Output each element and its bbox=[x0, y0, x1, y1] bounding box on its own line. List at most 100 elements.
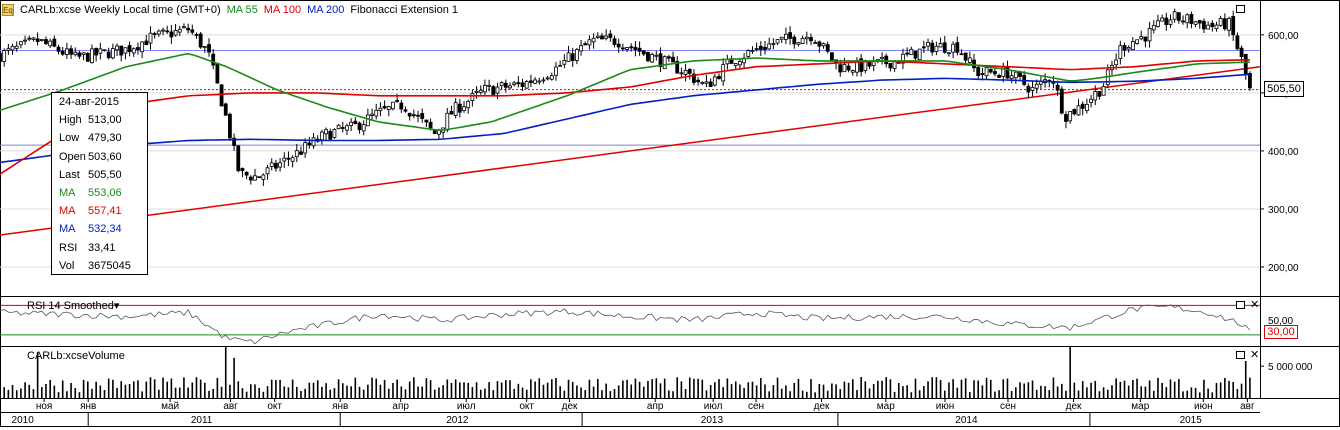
candle-body bbox=[169, 31, 174, 38]
volume-bar bbox=[1228, 380, 1230, 398]
candle-body bbox=[478, 89, 483, 93]
legend-ma100[interactable]: MA 100 bbox=[263, 4, 302, 16]
volume-bar bbox=[170, 378, 173, 398]
month-tick-label: апр bbox=[647, 401, 664, 412]
volume-bar bbox=[346, 385, 348, 398]
volume-bar bbox=[350, 386, 352, 398]
candle-body bbox=[566, 52, 571, 62]
candle-body bbox=[1068, 111, 1073, 122]
volume-bar bbox=[254, 384, 256, 398]
close-volume-pane-icon[interactable]: ✕ bbox=[1250, 349, 1260, 361]
volume-bar bbox=[1023, 383, 1025, 398]
volume-pane-label[interactable]: CARLb:xcseVolume bbox=[27, 350, 125, 362]
volume-bar bbox=[697, 378, 699, 398]
info-value: 505,50 bbox=[88, 168, 122, 181]
volume-bar bbox=[764, 384, 766, 398]
info-key: High bbox=[59, 114, 82, 127]
volume-bar bbox=[1232, 382, 1234, 398]
price-tick-label: 300,00 bbox=[1268, 205, 1299, 216]
candle-body bbox=[106, 51, 111, 59]
volume-bar bbox=[856, 390, 858, 398]
candle-body bbox=[758, 45, 763, 50]
volume-bar bbox=[266, 386, 269, 398]
volume-bar bbox=[204, 382, 206, 398]
candle-body bbox=[161, 29, 165, 32]
volume-bar bbox=[1031, 380, 1034, 398]
volume-bar bbox=[563, 390, 566, 398]
volume-bar bbox=[74, 388, 77, 398]
volume-bar bbox=[1144, 386, 1147, 398]
legend-ma200[interactable]: MA 200 bbox=[307, 4, 345, 16]
legend-fibonacci[interactable]: Fibonacci Extension 1 bbox=[350, 4, 459, 16]
instrument-icon[interactable]: Eq bbox=[2, 4, 14, 16]
candle-body bbox=[708, 81, 713, 87]
volume-bar bbox=[1094, 380, 1097, 398]
candle-body bbox=[846, 65, 851, 71]
volume-bar bbox=[1203, 379, 1205, 398]
volume-bar bbox=[638, 381, 641, 398]
maximize-volume-pane-button[interactable] bbox=[1236, 351, 1245, 359]
candle-body bbox=[282, 157, 287, 162]
month-tick-label: июн bbox=[936, 401, 955, 412]
volume-bar bbox=[730, 384, 733, 398]
volume-bar bbox=[889, 379, 892, 398]
candle-body bbox=[529, 80, 533, 83]
volume-bar bbox=[789, 391, 791, 398]
month-tick-label: авг bbox=[1240, 401, 1255, 412]
rsi-pane-label[interactable]: RSI 14 Smoothed▾ bbox=[27, 300, 120, 312]
candle-body bbox=[1176, 12, 1181, 21]
candle-body bbox=[399, 102, 404, 110]
symbol-title[interactable]: CARLb:xcse Weekly Local time (GMT+0) bbox=[20, 4, 221, 16]
volume-bar bbox=[722, 387, 724, 398]
candle-body bbox=[173, 30, 178, 36]
close-rsi-pane-icon[interactable]: ✕ bbox=[1250, 299, 1260, 311]
candle-body bbox=[641, 50, 646, 55]
trendline bbox=[0, 66, 1261, 236]
candle-body bbox=[286, 157, 291, 160]
rsi-dropdown-icon[interactable]: ▾ bbox=[113, 300, 120, 312]
volume-bar bbox=[709, 384, 712, 398]
volume-bar bbox=[893, 391, 896, 398]
volume-bar bbox=[1127, 385, 1130, 398]
candle-body bbox=[1239, 47, 1244, 58]
candle-body bbox=[374, 109, 379, 117]
candle-body bbox=[533, 79, 537, 84]
info-value: 553,06 bbox=[88, 186, 122, 199]
volume-bar bbox=[705, 390, 708, 398]
legend-ma55[interactable]: MA 55 bbox=[226, 4, 258, 16]
volume-bar bbox=[868, 388, 871, 398]
volume-bar bbox=[212, 389, 214, 398]
maximize-price-pane-button[interactable] bbox=[1236, 5, 1245, 13]
volume-bar bbox=[1236, 389, 1239, 398]
candle-body bbox=[646, 52, 650, 62]
candle-body bbox=[248, 176, 253, 181]
volume-bar bbox=[383, 379, 386, 398]
candle-body bbox=[1172, 11, 1177, 20]
info-value: 513,00 bbox=[88, 114, 122, 127]
candle-body bbox=[182, 26, 186, 29]
volume-bar bbox=[505, 380, 507, 398]
volume-bar bbox=[530, 379, 532, 398]
year-tick-label: 2013 bbox=[701, 415, 724, 426]
volume-bar bbox=[291, 379, 294, 398]
volume-bar bbox=[714, 382, 716, 398]
info-value: 479,30 bbox=[88, 132, 122, 145]
volume-bar bbox=[1111, 385, 1113, 398]
candle-body bbox=[269, 162, 274, 167]
candle-body bbox=[1072, 108, 1077, 115]
candle-body bbox=[537, 80, 542, 83]
candle-body bbox=[115, 45, 119, 51]
volume-bar bbox=[413, 377, 415, 398]
volume-bar bbox=[931, 377, 934, 398]
candle-body bbox=[733, 63, 738, 66]
volume-bar bbox=[1182, 391, 1184, 398]
volume-bar bbox=[948, 382, 950, 398]
candle-body bbox=[717, 75, 721, 80]
volume-bar bbox=[325, 383, 327, 398]
maximize-rsi-pane-button[interactable] bbox=[1236, 301, 1245, 309]
candle-body bbox=[867, 61, 872, 67]
candle-body bbox=[328, 130, 333, 140]
volume-bar bbox=[1207, 388, 1209, 398]
candle-body bbox=[750, 49, 755, 52]
volume-bar bbox=[1090, 382, 1092, 398]
